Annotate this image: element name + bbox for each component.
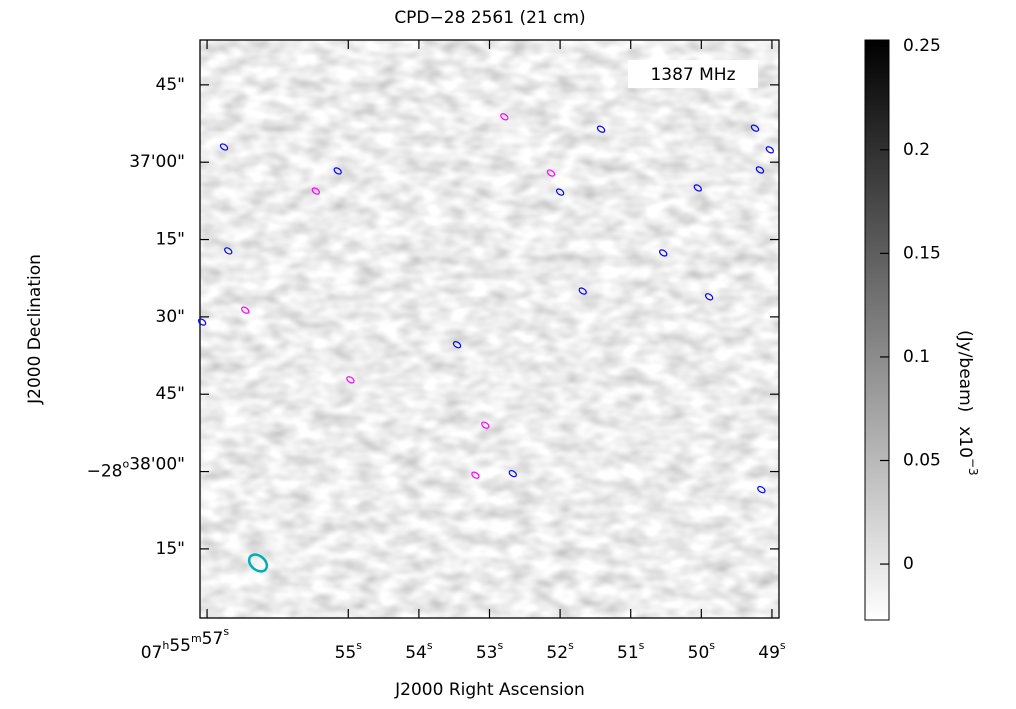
x-tick-label: 49s [758, 639, 786, 663]
y-tick-label: 30" [156, 307, 185, 327]
x-tick-label: 55s [335, 639, 363, 663]
colorbar-tick-label: 0 [903, 554, 914, 574]
contour [452, 341, 462, 349]
annotation-box [628, 60, 758, 88]
contour [197, 318, 207, 326]
x-tick-label: 07h55m57s [141, 625, 230, 663]
x-axis-label: J2000 Right Ascension [394, 680, 585, 700]
y-axis-label: J2000 Declination [25, 254, 45, 405]
x-tick-label: 53s [476, 639, 504, 663]
contour [578, 287, 587, 295]
annotation: 1387 MHz [650, 65, 735, 85]
contour [311, 187, 320, 195]
y-tick-label: 45" [156, 384, 185, 404]
x-tick-label: 50s [688, 639, 716, 663]
contour [693, 184, 702, 192]
y-tick-label: 45" [156, 75, 185, 95]
contour [346, 376, 355, 384]
y-tick-label: 15" [156, 230, 185, 250]
colorbar-tick-label: 0.1 [903, 347, 930, 367]
contour [224, 247, 233, 255]
x-tick-label: 52s [546, 639, 574, 663]
contour [219, 143, 229, 151]
contour [500, 113, 509, 121]
colorbar-tick-label: 0.2 [903, 140, 930, 160]
contour [765, 146, 774, 154]
contour [659, 249, 668, 257]
contour [750, 124, 760, 132]
contour [241, 306, 250, 314]
contour [333, 167, 342, 175]
colorbar-exponent: −3 [967, 458, 981, 476]
colorbar-scale: x10 [955, 426, 975, 458]
image [200, 40, 779, 618]
y-tick-label: −28o38'00" [87, 455, 185, 482]
contour [471, 471, 480, 479]
colorbar-tick-label: 0.05 [903, 451, 941, 471]
contour [555, 188, 565, 196]
colorbar-tick-label: 0.15 [903, 243, 941, 263]
contour [704, 293, 714, 301]
x-tick-label: 51s [617, 639, 645, 663]
beam [247, 553, 269, 573]
colorbar-tick-label: 0.25 [903, 36, 941, 56]
y-tick-label: 15" [156, 539, 185, 559]
colorbar [864, 39, 890, 621]
x-tick-label: 54s [405, 639, 433, 663]
contour [757, 485, 766, 494]
colorbar-unit: (Jy/beam) [955, 330, 975, 412]
colorbar-label: (Jy/beam) x10−3 [955, 330, 981, 476]
contour [508, 469, 517, 478]
contour [546, 169, 556, 177]
chart-title: CPD−28 2561 (21 cm) [394, 8, 585, 28]
contour [481, 421, 490, 429]
contour [596, 125, 606, 133]
y-tick-label: 37'00" [129, 152, 185, 172]
contour [755, 166, 765, 174]
